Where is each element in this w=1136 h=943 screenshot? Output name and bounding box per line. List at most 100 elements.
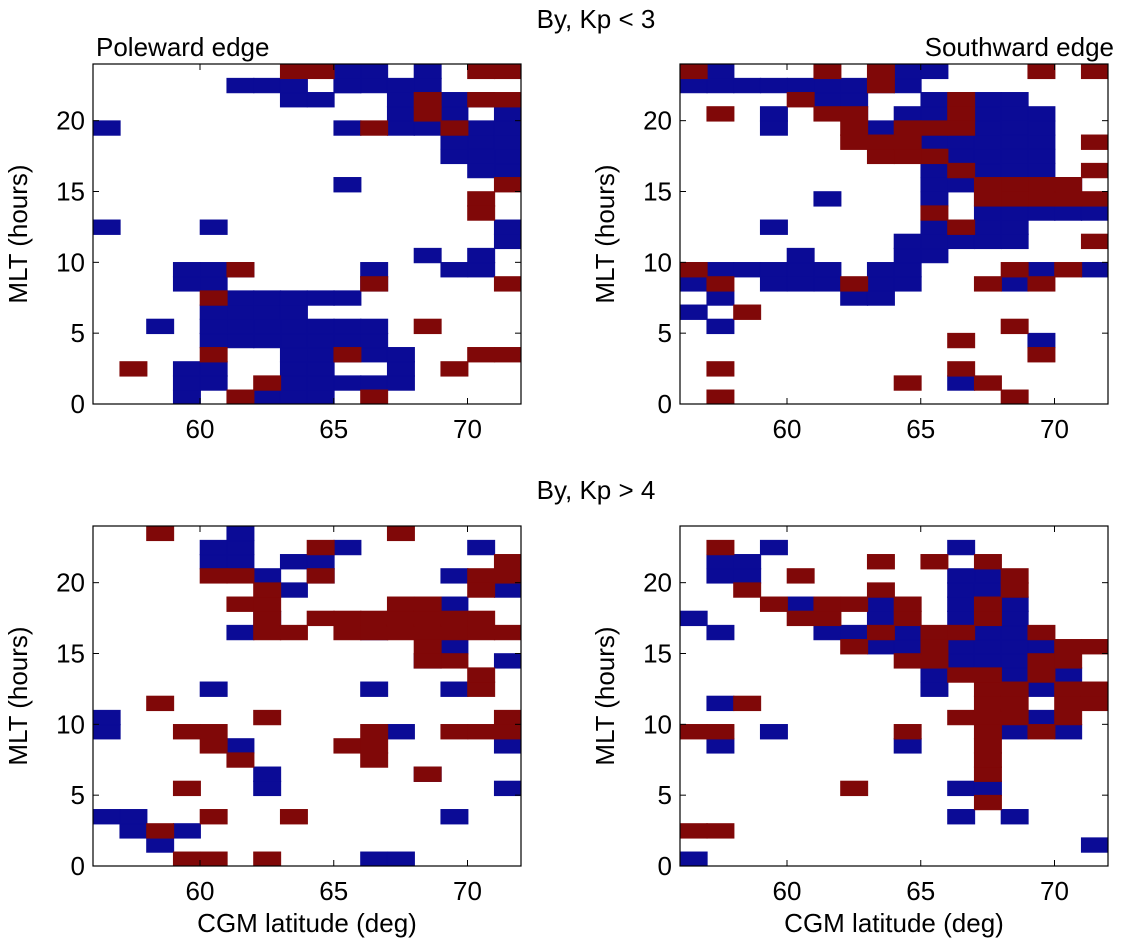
cell-blue (360, 318, 389, 335)
cell-blue (253, 332, 282, 349)
cell-red (226, 568, 255, 584)
cell-red (920, 148, 949, 165)
cell-blue (947, 134, 976, 150)
cell-red (1000, 695, 1029, 712)
cell-red (840, 596, 869, 612)
cell-red (226, 596, 255, 612)
cell-red (1000, 318, 1029, 335)
x-axis-label: CGM latitude (deg) (784, 908, 1004, 938)
cell-blue (1080, 262, 1108, 278)
cell-blue (226, 539, 255, 556)
cell-red (973, 610, 1002, 627)
cell-blue (306, 375, 335, 391)
cell-red (973, 177, 1002, 193)
cell-blue (947, 148, 976, 165)
cell-red (840, 639, 869, 655)
cell-red (1027, 624, 1056, 641)
cell-red (1080, 695, 1108, 712)
cell-red (1027, 64, 1056, 80)
cell-red (706, 361, 735, 377)
top-row-title: By, Kp < 3 (537, 4, 656, 34)
cell-blue (333, 375, 362, 391)
cell-blue (706, 554, 735, 570)
cell-blue (493, 219, 521, 235)
cell-blue (1027, 106, 1056, 122)
cell-red (1054, 681, 1083, 697)
cell-red (467, 191, 496, 207)
y-tick-label: 10 (56, 247, 85, 277)
cell-blue (866, 610, 895, 627)
cell-blue (733, 77, 762, 94)
cell-red (973, 738, 1002, 754)
cell-blue (1027, 162, 1056, 179)
cell-red (493, 177, 521, 193)
cell-red (973, 667, 1002, 683)
cell-blue (893, 106, 922, 122)
y-tick-label: 15 (643, 177, 672, 207)
cell-blue (1000, 106, 1029, 122)
cell-red (866, 134, 895, 150)
cell-blue (199, 219, 228, 235)
cell-red (840, 134, 869, 150)
cell-blue (973, 162, 1002, 179)
cell-red (840, 276, 869, 292)
cell-red (493, 92, 521, 108)
cell-blue (893, 77, 922, 94)
cell-red (866, 148, 895, 165)
cell-red (920, 120, 949, 136)
cell-red (253, 851, 282, 866)
cell-blue (680, 851, 708, 866)
y-axis-label: MLT (hours) (590, 164, 620, 303)
cell-blue (360, 851, 389, 866)
cell-blue (440, 568, 469, 584)
cell-blue (360, 332, 389, 349)
cell-blue (973, 205, 1002, 221)
cell-blue (199, 304, 228, 320)
cell-blue (253, 568, 282, 584)
cell-red (706, 276, 735, 292)
cell-red (413, 610, 442, 627)
cell-blue (226, 304, 255, 320)
cell-blue (93, 809, 121, 825)
cell-blue (333, 64, 362, 80)
cell-blue (733, 262, 762, 278)
cell-red (1054, 709, 1083, 726)
cell-blue (467, 247, 496, 264)
cell-red (493, 554, 521, 570)
cell-red (893, 724, 922, 740)
cell-blue (1054, 724, 1083, 740)
cell-red (1000, 709, 1029, 726)
heatmap-cells (93, 526, 521, 866)
cell-red (360, 276, 389, 292)
x-tick-label: 70 (1040, 876, 1069, 906)
cell-red (840, 780, 869, 797)
cell-red (680, 724, 708, 740)
cell-blue (786, 77, 815, 94)
cell-red (199, 738, 228, 754)
cell-blue (1000, 162, 1029, 179)
y-tick-label: 20 (643, 106, 672, 136)
cell-blue (226, 332, 255, 349)
cell-blue (893, 738, 922, 754)
cell-blue (920, 177, 949, 193)
cell-blue (973, 653, 1002, 669)
y-tick-label: 0 (71, 389, 85, 419)
cell-blue (1027, 134, 1056, 150)
axes-frame (92, 63, 522, 405)
cell-red (947, 709, 976, 726)
cell-red (467, 205, 496, 221)
cell-red (973, 695, 1002, 712)
cell-red (1054, 177, 1083, 193)
cell-red (386, 624, 415, 641)
cell-blue (306, 332, 335, 349)
cell-blue (199, 276, 228, 292)
cell-blue (306, 347, 335, 363)
cell-red (866, 582, 895, 598)
cell-red (1000, 177, 1029, 193)
cell-red (253, 610, 282, 627)
cell-red (893, 134, 922, 150)
cell-blue (199, 318, 228, 335)
cell-red (467, 582, 496, 598)
cell-blue (360, 375, 389, 391)
